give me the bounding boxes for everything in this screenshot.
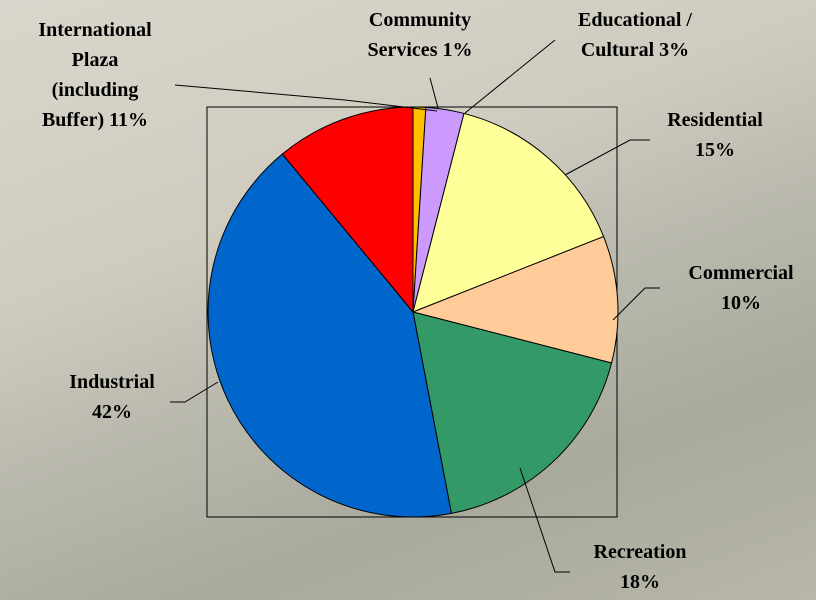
leader-line [174, 84, 438, 112]
value-label: 11% [109, 109, 149, 131]
slice-label: Residential 15% [645, 105, 785, 165]
leader-line [612, 287, 660, 321]
slice-label: International Plaza (including Buffer) 1… [30, 15, 160, 135]
pie-slice [412, 112, 605, 313]
slice-label: Community Services 1% [355, 5, 485, 65]
value-label: 15% [695, 139, 735, 161]
category-label: Residential [667, 109, 763, 131]
slice-label: Educational / Cultural 3% [555, 5, 715, 65]
leader-line [170, 381, 219, 403]
pie-slice [412, 311, 613, 514]
leader-line [464, 39, 556, 114]
value-label: 10% [721, 292, 761, 314]
category-label: Community Services [367, 9, 472, 61]
value-label: 18% [620, 571, 660, 593]
slice-label: Commercial 10% [666, 258, 816, 318]
slice-label: Recreation 18% [575, 537, 705, 597]
category-label: Commercial [688, 262, 794, 284]
category-label: Recreation [593, 541, 687, 563]
category-label: International Plaza (including Buffer) [38, 19, 152, 131]
value-label: 42% [92, 401, 132, 423]
leader-line [519, 467, 570, 573]
pie-slice [411, 235, 619, 364]
value-label: 3% [659, 39, 690, 61]
leader-line [429, 77, 439, 109]
leader-lines [170, 39, 660, 573]
category-label: Industrial [69, 371, 155, 393]
pie-slice [207, 153, 452, 518]
leader-line [564, 139, 650, 176]
value-label: 1% [442, 39, 473, 61]
slice-label: Industrial 42% [52, 367, 172, 427]
category-label: Educational / Cultural [578, 9, 692, 61]
